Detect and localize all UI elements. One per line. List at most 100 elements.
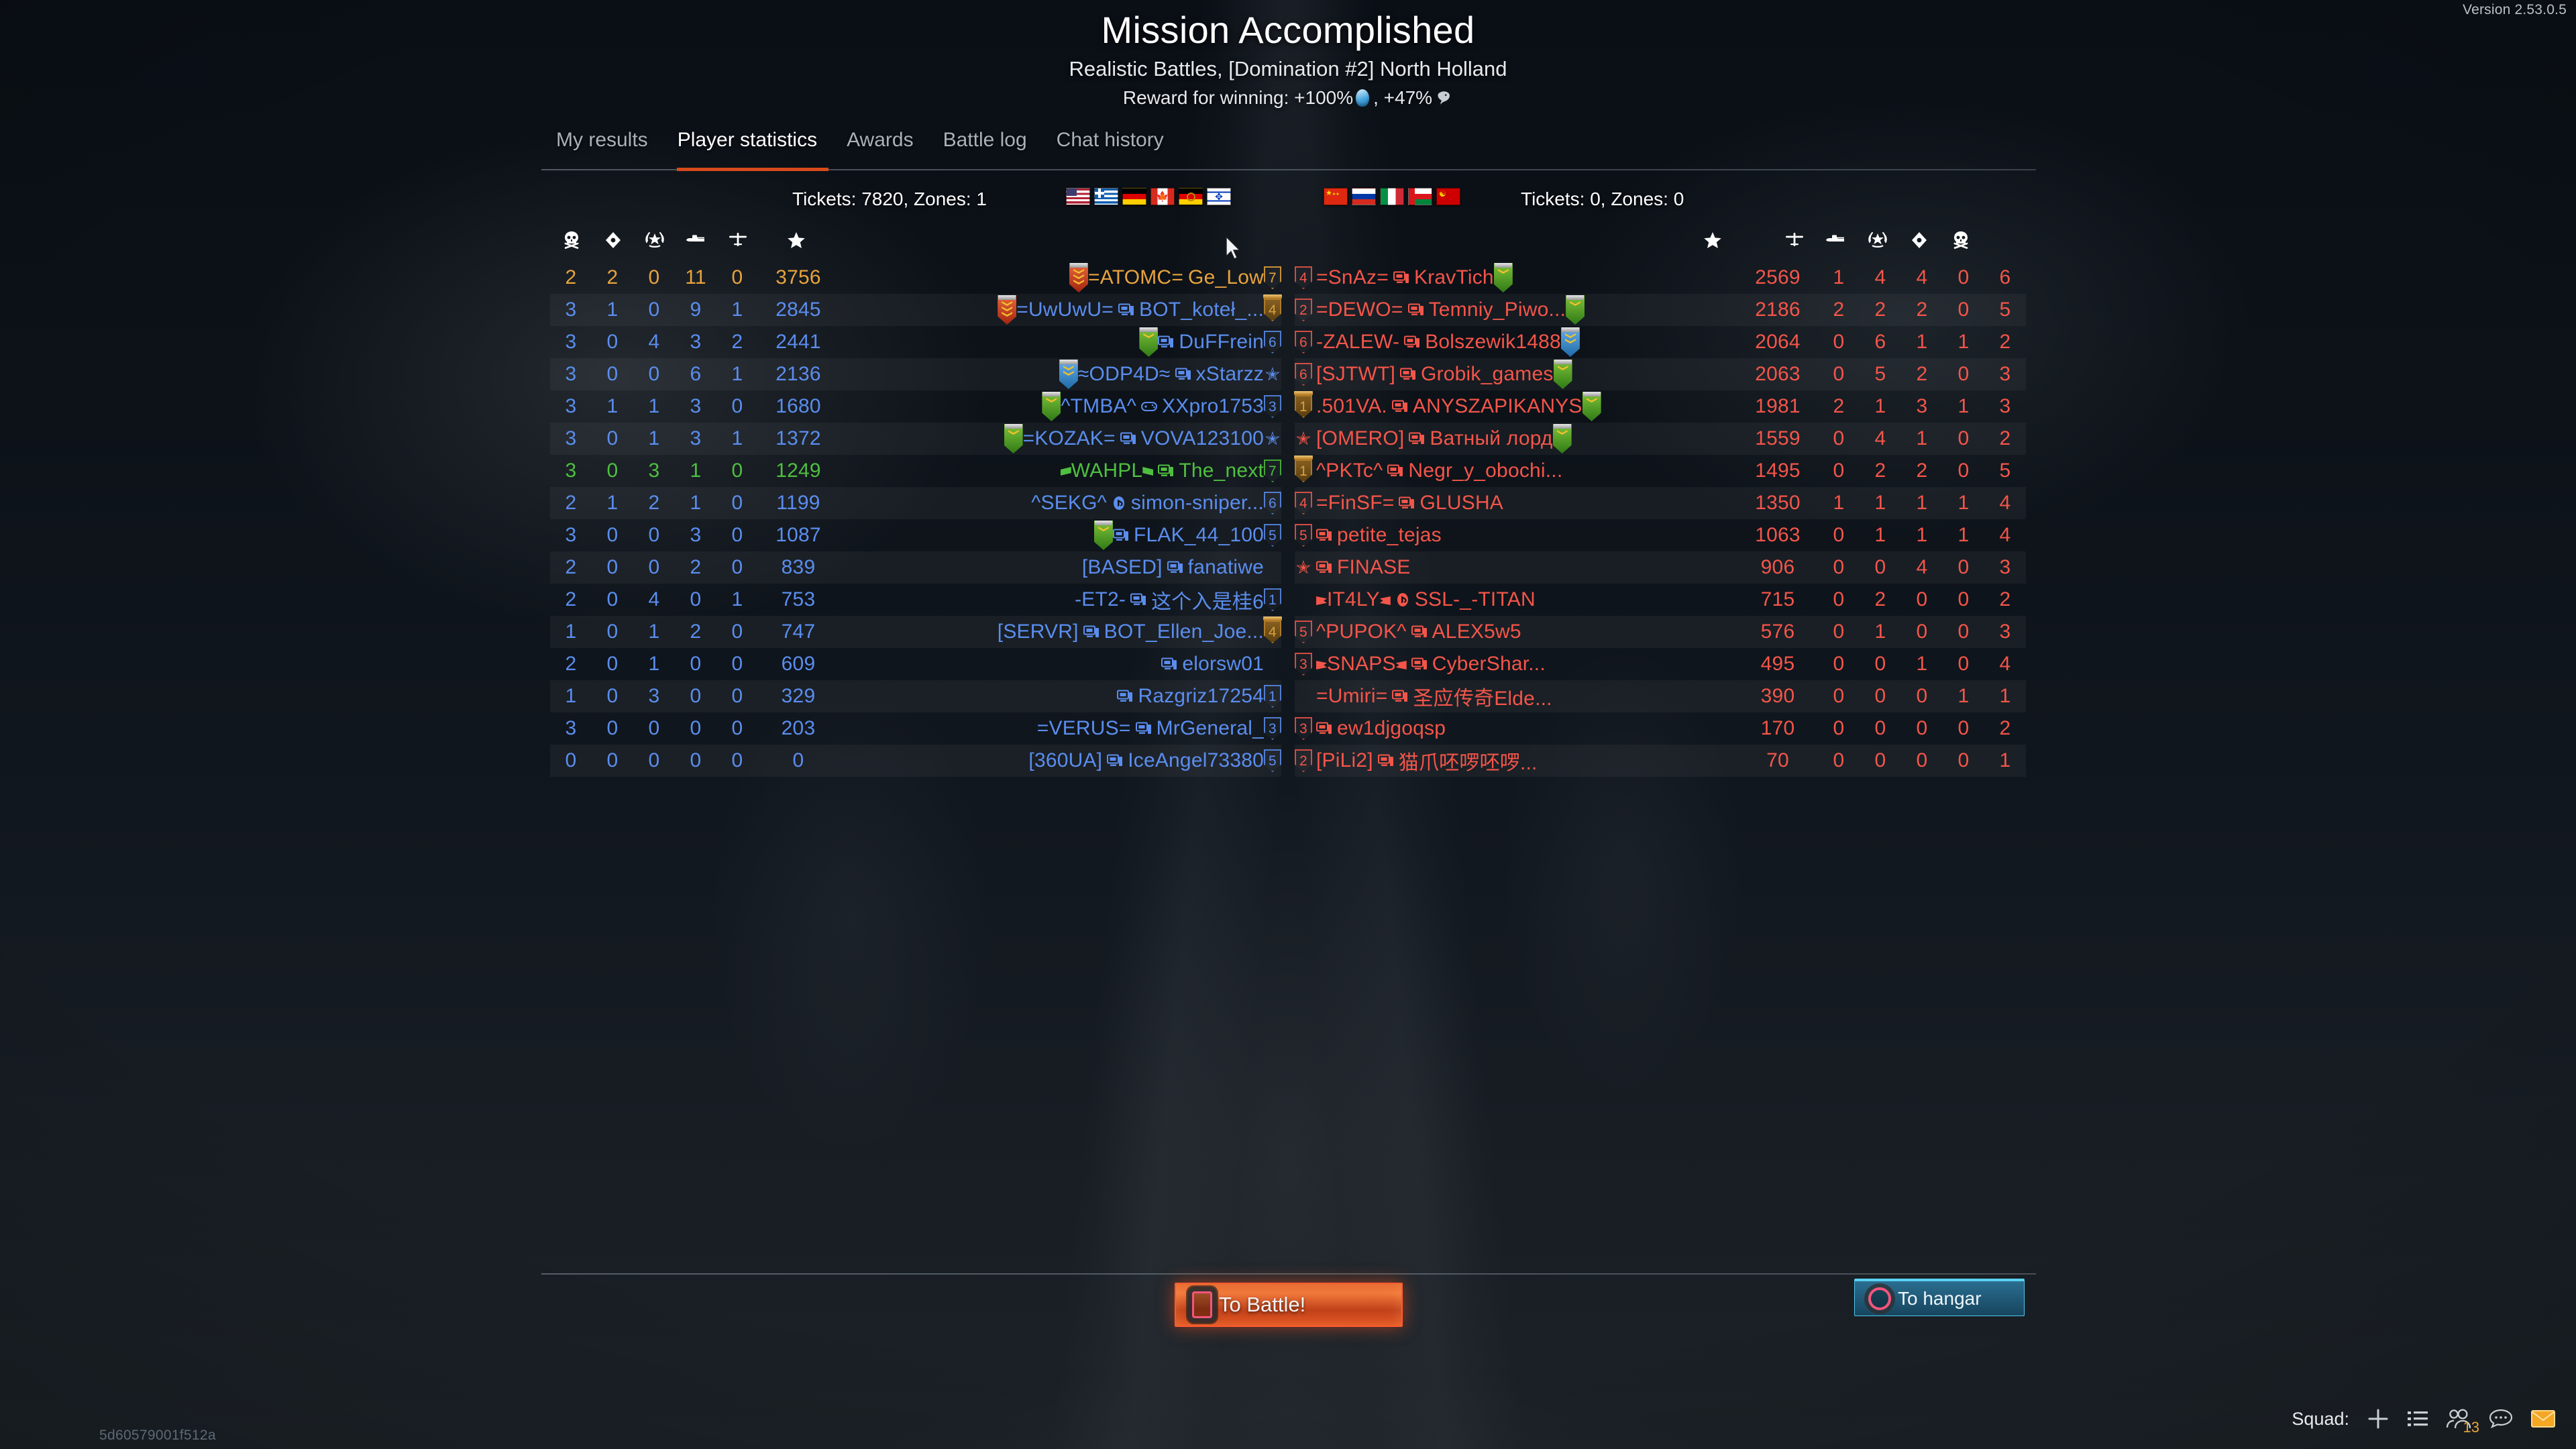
tab-awards[interactable]: Awards [847,129,914,151]
table-row[interactable]: ✭ FINASE 906 0 0 4 0 3 [1295,551,2026,584]
player-rank-badge: 5 [1295,621,1312,643]
player-name-cell[interactable]: =KOZAK= VOVA123100 [1023,427,1264,450]
player-name-cell[interactable]: FLAK_44_100 [1112,524,1264,547]
player-name-cell[interactable]: ^TMBA^ XXpro1753 [1061,395,1264,418]
tab-my-results[interactable]: My results [556,129,648,151]
to-battle-button[interactable]: To Battle! [1175,1283,1403,1327]
table-row[interactable]: 3 0 0 6 1 2136 ≈ODP4D≈ xStarzz ✭ [550,358,1281,390]
player-name-cell[interactable]: -ET2- 这个入是桂6 [1075,585,1264,614]
stat-assists: 0 [606,749,619,771]
to-hangar-button[interactable]: To hangar [1854,1279,2025,1316]
player-name-cell[interactable]: ≈ODP4D≈ xStarzz [1078,363,1264,386]
stat-awards: 1 [1916,492,1928,514]
stat-ground: 4 [1874,427,1886,449]
platform-pc-icon [1161,657,1177,671]
player-name-cell[interactable]: [BASED] fanatiwe [1082,556,1264,579]
player-nickname: BOT_Ellen_Joe... [1104,621,1264,643]
table-row[interactable]: 1 ^PKTc^ Negr_y_obochi... 1495 0 2 2 0 5 [1294,455,2026,487]
player-name-cell[interactable]: SNAPS CyberShar... [1316,653,1546,676]
player-name-cell[interactable]: [PiLi2] 猫爪呸啰呸啰... [1316,746,1538,775]
clan-tag: =DEWO= [1316,299,1403,321]
table-row[interactable]: 3 0 0 3 0 1087 FLAK_44_100 5 [550,519,1281,551]
table-row[interactable]: =Umiri= 圣应传奇Elde... 390 0 0 0 1 1 [1295,680,2026,712]
player-name-cell[interactable]: ew1djgoqsp [1316,717,1446,740]
player-name-cell[interactable]: =UwUwU= BOT_koteł_... [1016,299,1264,321]
chat-icon[interactable] [2489,1409,2513,1429]
table-row[interactable]: 3 SNAPS CyberShar... 495 0 0 1 0 4 [1295,648,2026,680]
player-name-cell[interactable]: =DEWO= Temniy_Piwo... [1316,299,1566,321]
player-name-cell[interactable]: [SJTWT] Grobik_games [1316,363,1554,386]
player-name-cell[interactable]: =Umiri= 圣应传奇Elde... [1316,682,1552,711]
mail-icon[interactable] [2530,1409,2556,1429]
player-name-cell[interactable]: WAHPL The_next [1060,460,1264,482]
table-row[interactable]: 1 0 3 0 0 329 Razgriz17254 1 [550,680,1281,712]
table-row[interactable]: 5 ^PUPOK^ ALEX5w5 576 0 1 0 0 3 [1295,616,2026,648]
player-name-cell[interactable]: Razgriz17254 [1117,685,1264,708]
table-row[interactable]: 6 [SJTWT] Grobik_games 2063 0 5 2 0 3 [1295,358,2026,390]
plus-icon[interactable] [2367,1407,2390,1430]
table-row[interactable]: 3 0 3 1 0 1249 WAHPL The_next 7 [550,455,1281,487]
rank-shield-shape [1264,685,1281,708]
table-row[interactable]: 5 petite_tejas 1063 0 1 1 1 4 [1295,519,2026,551]
table-row[interactable]: 2 =DEWO= Temniy_Piwo... 2186 2 2 2 0 5 [1295,294,2026,326]
friends-icon[interactable]: 13 [2446,1408,2479,1436]
table-row[interactable]: 3 0 1 3 1 1372 =KOZAK= VOVA123100 ✭ [550,423,1281,455]
platform-pc-icon [1316,722,1332,735]
player-name-cell[interactable]: =SnAz= KravTich [1316,266,1494,289]
table-row[interactable]: 3 ew1djgoqsp 170 0 0 0 0 2 [1295,712,2026,745]
player-name-cell[interactable]: .501VA. ANYSZAPIKANYS [1316,395,1582,418]
table-row[interactable]: 3 0 4 3 2 2441 DuFFrein 6 [550,326,1281,358]
chevron-mark [1002,307,1012,311]
table-row[interactable]: ✭ [OMERO] Ватный лорд 1559 0 4 1 0 2 [1295,423,2026,455]
clan-tag: IT4LY [1316,588,1391,611]
stat-assists: 1 [606,299,619,321]
player-name-cell[interactable]: [360UA] IceAngel73380 [1028,749,1264,772]
list-icon[interactable] [2407,1409,2428,1429]
stat-ground: 0 [1874,717,1886,739]
table-row[interactable]: 2 [PiLi2] 猫爪呸啰呸啰... 70 0 0 0 0 1 [1295,745,2026,777]
table-row[interactable]: 2 0 0 2 0 839 [BASED] fanatiwe [550,551,1281,584]
chevron-mark [1008,430,1019,435]
player-name-cell[interactable]: [OMERO] Ватный лорд [1316,427,1553,450]
tab-player-statistics[interactable]: Player statistics [677,129,818,151]
table-row[interactable]: 3 0 0 0 0 203 =VERUS= MrGeneral_ 3 [550,712,1281,745]
player-name-cell[interactable]: elorsw01 [1161,653,1264,676]
player-name-cell[interactable]: ^PKTc^ Negr_y_obochi... [1316,460,1562,482]
table-row[interactable]: 2 0 1 0 0 609 elorsw01 [550,648,1281,680]
stat-kills: 3 [565,460,577,482]
table-row[interactable]: 0 0 0 0 0 0 [360UA] IceAngel73380 5 [550,745,1281,777]
player-name-cell[interactable]: =FinSF= GLUSHA [1316,492,1503,515]
player-name-cell[interactable]: =VERUS= MrGeneral_ [1037,717,1264,740]
table-row[interactable]: 2 2 0 11 0 3756 =ATOMC= Ge_Low 7 [550,262,1281,294]
stat-ground: 1 [1874,524,1886,546]
player-name-cell[interactable]: ^SEKG^ simon-sniper... [1031,492,1264,515]
table-row[interactable]: IT4LY SSL-_-TITAN 715 0 2 0 0 2 [1295,584,2026,616]
table-row[interactable]: 2 0 4 0 1 753 -ET2- 这个入是桂6 1 [550,584,1281,616]
player-name-cell[interactable]: petite_tejas [1316,524,1442,547]
table-row[interactable]: 1 .501VA. ANYSZAPIKANYS 1981 2 1 3 1 3 [1294,390,2026,423]
table-row[interactable]: 6 -ZALEW- Bolszewik1488 2064 0 6 1 1 2 [1295,326,2026,358]
table-row[interactable]: 4 =FinSF= GLUSHA 1350 1 1 1 1 4 [1295,487,2026,519]
rank-value: 1 [1299,398,1307,415]
table-row[interactable]: 4 =SnAz= KravTich 2569 1 4 4 0 6 [1295,262,2026,294]
tab-bar[interactable]: My results Player statistics Awards Batt… [541,129,2036,161]
player-name-cell[interactable]: IT4LY SSL-_-TITAN [1316,588,1536,611]
player-name-cell[interactable]: ^PUPOK^ ALEX5w5 [1316,621,1521,643]
player-rank-badge: 3 [1264,717,1281,740]
flag-ussr: ☯ [1436,188,1460,205]
table-row[interactable]: 3 1 0 9 1 2845 =UwUwU= BOT_koteł_... 4 [550,294,1282,326]
player-name-cell[interactable]: -ZALEW- Bolszewik1488 [1316,331,1561,354]
player-name-cell[interactable]: =ATOMC= Ge_Low [1088,266,1264,289]
player-nickname: Bolszewik1488 [1425,331,1561,353]
player-name-cell[interactable]: DuFFrein [1158,331,1264,354]
player-name-cell[interactable]: FINASE [1316,556,1411,579]
rank-value: 5 [1299,624,1307,640]
stat-air: 0 [731,621,743,643]
tab-chat-history[interactable]: Chat history [1056,129,1164,151]
table-row[interactable]: 1 0 1 2 0 747 [SERVR] BOT_Ellen_Joe... 4 [550,616,1282,648]
chevron-mark [1002,301,1012,306]
table-row[interactable]: 2 1 2 1 0 1199 ^SEKG^ simon-sniper... 6 [550,487,1281,519]
tab-battle-log[interactable]: Battle log [943,129,1027,151]
table-row[interactable]: 3 1 1 3 0 1680 ^TMBA^ XXpro1753 3 [550,390,1281,423]
player-name-cell[interactable]: [SERVR] BOT_Ellen_Joe... [998,621,1264,643]
